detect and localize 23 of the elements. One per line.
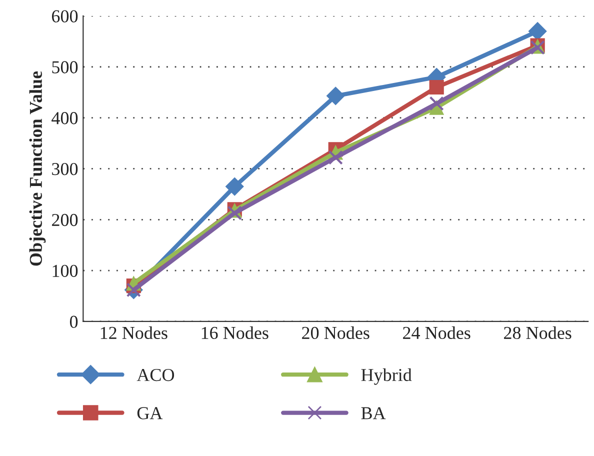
y-tick-label: 200 [52, 214, 78, 226]
legend-label: Hybrid [361, 368, 412, 385]
y-axis-title: Objective Function Value [29, 71, 46, 266]
point [326, 86, 345, 106]
y-tick-label: 100 [52, 264, 78, 277]
point [528, 22, 547, 40]
x-tick-label: 20 Nodes [302, 326, 370, 340]
y-tick-label: 500 [52, 61, 78, 74]
x-tick-label: 16 Nodes [202, 326, 268, 340]
x-tick-label: 28 Nodes [504, 326, 572, 340]
y-tick-label: 600 [52, 10, 78, 22]
y-tick-label: 0 [70, 316, 78, 328]
point [225, 177, 244, 196]
legend-label: BA [361, 407, 386, 420]
legend-label: ACO [136, 368, 174, 382]
y-tick-label: 300 [52, 162, 78, 176]
legend-label: GA [137, 407, 163, 420]
x-tick-label: 24 Nodes [403, 326, 470, 340]
point [429, 96, 444, 111]
y-tick-label: 400 [52, 112, 78, 124]
point [328, 150, 343, 165]
point [429, 80, 444, 95]
x-tick-label: 12 Nodes [100, 326, 168, 340]
